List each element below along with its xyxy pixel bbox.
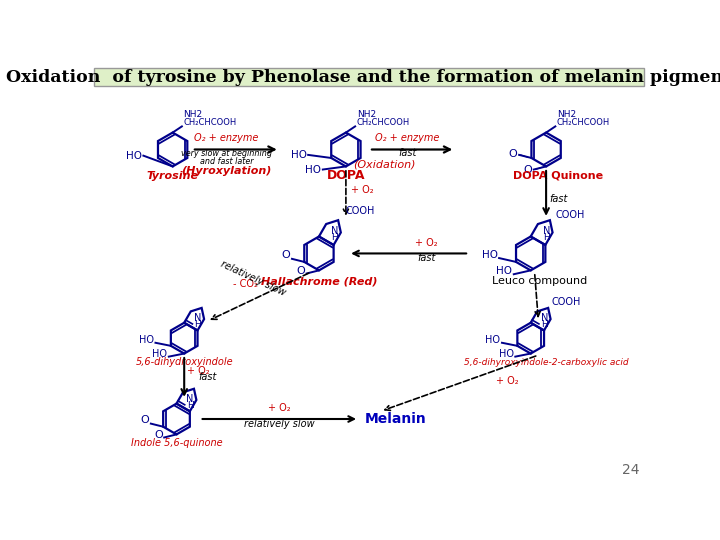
Text: H: H xyxy=(543,233,550,242)
Text: H: H xyxy=(186,401,194,410)
Text: Tyrosine: Tyrosine xyxy=(147,171,199,181)
Text: COOH: COOH xyxy=(346,206,375,216)
Text: N: N xyxy=(186,394,194,403)
Text: HO: HO xyxy=(482,250,498,260)
Text: H: H xyxy=(194,320,201,329)
Text: O: O xyxy=(297,266,305,276)
Text: HO: HO xyxy=(305,165,321,174)
Text: O: O xyxy=(282,250,290,260)
Text: HO: HO xyxy=(499,349,514,359)
Text: fast: fast xyxy=(549,194,567,204)
Text: + O₂: + O₂ xyxy=(268,403,291,413)
Text: (Oxidation): (Oxidation) xyxy=(353,160,415,170)
Text: N: N xyxy=(331,226,338,236)
Text: COOH: COOH xyxy=(555,210,585,220)
Text: fast: fast xyxy=(398,147,417,158)
Text: DOPA: DOPA xyxy=(327,169,365,182)
Text: Oxidation  of tyrosine by Phenolase and the formation of melanin pigment: Oxidation of tyrosine by Phenolase and t… xyxy=(6,69,720,86)
Text: O₂ + enzyme: O₂ + enzyme xyxy=(194,133,258,143)
Text: NH2: NH2 xyxy=(356,110,376,119)
Text: and fast later: and fast later xyxy=(200,157,253,166)
Text: relatively slow: relatively slow xyxy=(244,418,315,429)
Text: fast: fast xyxy=(198,373,217,382)
Text: DOPA Quinone: DOPA Quinone xyxy=(513,171,603,181)
Text: + O₂: + O₂ xyxy=(351,185,373,195)
Text: HO: HO xyxy=(291,150,307,160)
Text: CH₂CHCOOH: CH₂CHCOOH xyxy=(184,118,237,127)
Text: HO: HO xyxy=(496,266,512,276)
Text: 5,6-dihyroxyindole-2-carboxylic acid: 5,6-dihyroxyindole-2-carboxylic acid xyxy=(464,358,629,367)
Text: HO: HO xyxy=(139,335,154,345)
Text: + O₂: + O₂ xyxy=(187,366,210,376)
Text: HO: HO xyxy=(126,151,142,161)
Text: Melanin: Melanin xyxy=(365,412,427,426)
Text: NH2: NH2 xyxy=(184,110,202,119)
Text: H: H xyxy=(331,233,338,242)
Text: HO: HO xyxy=(152,349,167,359)
Text: + O₂: + O₂ xyxy=(496,376,519,386)
Text: Indole 5,6-quinone: Indole 5,6-quinone xyxy=(131,438,222,448)
Text: very slow at beginning: very slow at beginning xyxy=(181,150,272,158)
Text: N: N xyxy=(543,226,550,236)
Text: NH2: NH2 xyxy=(557,110,576,119)
Text: (Hyroxylation): (Hyroxylation) xyxy=(181,166,271,176)
Text: O: O xyxy=(523,165,532,176)
Text: N: N xyxy=(541,313,548,323)
Text: Hallachrome (Red): Hallachrome (Red) xyxy=(261,276,377,286)
Text: Leuco compound: Leuco compound xyxy=(492,276,588,286)
Text: H: H xyxy=(541,320,548,329)
Text: O: O xyxy=(140,415,149,425)
Text: HO: HO xyxy=(485,335,500,345)
Text: + O₂: + O₂ xyxy=(415,238,438,248)
Text: 24: 24 xyxy=(622,463,639,477)
Text: O: O xyxy=(154,430,163,440)
Text: relatively slow: relatively slow xyxy=(220,259,287,298)
Text: CH₂CHCOOH: CH₂CHCOOH xyxy=(356,118,410,127)
Text: - CO₂: - CO₂ xyxy=(233,279,258,288)
Text: fast: fast xyxy=(418,253,436,263)
Text: N: N xyxy=(194,313,202,323)
FancyBboxPatch shape xyxy=(94,68,644,86)
Text: O: O xyxy=(509,149,518,159)
Text: CH₂CHCOOH: CH₂CHCOOH xyxy=(557,118,610,127)
Text: COOH: COOH xyxy=(552,297,581,307)
Text: O₂ + enzyme: O₂ + enzyme xyxy=(375,133,440,143)
Text: 5,6-dihydroxyindole: 5,6-dihydroxyindole xyxy=(135,357,233,367)
